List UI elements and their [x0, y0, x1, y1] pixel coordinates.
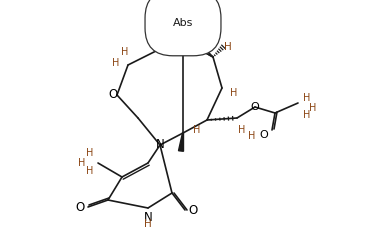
Text: H: H [144, 219, 152, 229]
Text: O: O [251, 102, 259, 112]
Text: N: N [156, 139, 164, 151]
Text: H: H [193, 125, 201, 135]
Text: O: O [75, 200, 85, 214]
Text: N: N [144, 210, 152, 224]
Text: H: H [224, 42, 232, 52]
Text: O: O [260, 130, 268, 140]
Text: H: H [78, 158, 86, 168]
Text: H: H [149, 33, 157, 43]
Polygon shape [179, 133, 183, 151]
Text: H: H [86, 166, 94, 176]
Text: H: H [230, 88, 238, 98]
Text: H: H [303, 110, 311, 120]
Text: H: H [121, 47, 129, 57]
Text: H: H [309, 103, 317, 113]
Text: O: O [108, 88, 117, 102]
Text: H: H [303, 93, 311, 103]
Text: H: H [238, 125, 246, 135]
Text: H: H [248, 131, 256, 141]
Text: O: O [188, 203, 197, 217]
Text: Abs: Abs [173, 18, 193, 28]
Text: H: H [112, 58, 120, 68]
Text: H: H [86, 148, 94, 158]
